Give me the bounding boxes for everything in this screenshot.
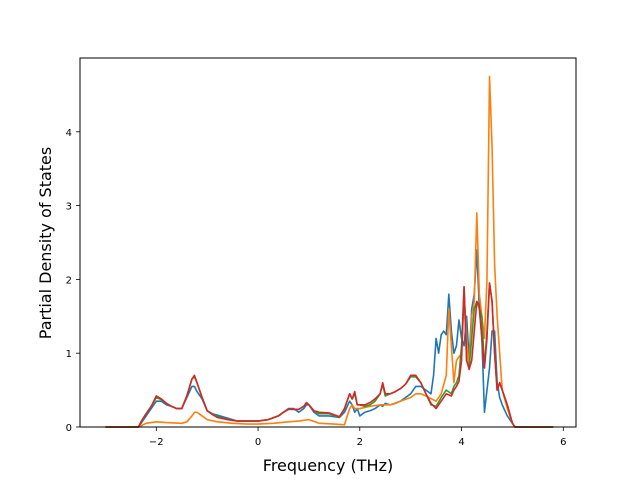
y-axis-label: Partial Density of States [36,147,55,339]
series-layer [105,75,554,428]
series-line-4 [105,282,554,428]
y-tick-label: 0 [66,423,72,434]
series-line-1 [105,249,554,428]
x-axis-label: Frequency (THz) [263,456,393,475]
x-tick-label: −2 [149,437,164,448]
y-tick-label: 4 [66,128,72,139]
y-tick-label: 1 [66,349,72,360]
y-tick-label: 2 [66,275,72,286]
x-tick-label: 6 [560,437,566,448]
x-tick-label: 0 [255,437,261,448]
plot-frame [79,57,577,428]
x-tick-label: 2 [357,437,363,448]
y-tick-label: 3 [66,202,72,213]
x-axis-ticks: −2 0 2 4 6 [149,427,566,448]
y-axis-ticks: 0 1 2 3 4 [66,128,80,434]
series-line-2 [105,75,554,428]
x-tick-label: 4 [458,437,464,448]
